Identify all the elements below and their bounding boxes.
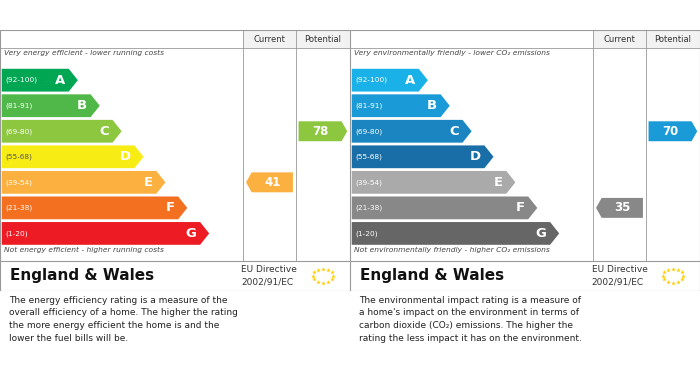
Polygon shape	[351, 171, 515, 194]
Text: F: F	[166, 201, 175, 214]
Polygon shape	[648, 121, 697, 141]
Text: (55-68): (55-68)	[355, 154, 382, 160]
Text: (39-54): (39-54)	[355, 179, 382, 186]
Text: C: C	[99, 125, 109, 138]
Text: (81-91): (81-91)	[355, 102, 383, 109]
Bar	[244, 30, 350, 48]
Polygon shape	[351, 120, 472, 143]
Text: England & Wales: England & Wales	[360, 268, 505, 283]
Polygon shape	[351, 197, 538, 219]
Text: 78: 78	[313, 125, 329, 138]
Polygon shape	[1, 94, 99, 117]
Polygon shape	[351, 145, 493, 168]
Text: Very energy efficient - lower running costs: Very energy efficient - lower running co…	[4, 50, 164, 56]
Text: (39-54): (39-54)	[6, 179, 32, 186]
Text: Current: Current	[603, 35, 636, 44]
Text: Not environmentally friendly - higher CO₂ emissions: Not environmentally friendly - higher CO…	[354, 248, 550, 253]
Text: (1-20): (1-20)	[355, 230, 378, 237]
Text: D: D	[470, 150, 481, 163]
Text: G: G	[536, 227, 547, 240]
Text: B: B	[77, 99, 87, 112]
Polygon shape	[1, 222, 209, 245]
Text: (92-100): (92-100)	[6, 77, 37, 83]
Polygon shape	[351, 94, 449, 117]
Text: Environmental Impact (CO₂) Rating: Environmental Impact (CO₂) Rating	[358, 9, 605, 22]
Text: C: C	[449, 125, 459, 138]
Polygon shape	[1, 171, 165, 194]
Text: (92-100): (92-100)	[355, 77, 387, 83]
Polygon shape	[596, 198, 643, 218]
Text: A: A	[405, 74, 415, 87]
Text: (69-80): (69-80)	[355, 128, 382, 135]
Text: (21-38): (21-38)	[6, 204, 32, 211]
Text: England & Wales: England & Wales	[10, 268, 155, 283]
Text: D: D	[120, 150, 131, 163]
Text: EU Directive
2002/91/EC: EU Directive 2002/91/EC	[241, 265, 298, 287]
Polygon shape	[1, 120, 122, 143]
Text: 35: 35	[614, 201, 631, 214]
Text: Not energy efficient - higher running costs: Not energy efficient - higher running co…	[4, 248, 164, 253]
Bar	[594, 30, 700, 48]
Text: E: E	[144, 176, 153, 189]
Text: 41: 41	[264, 176, 281, 189]
Text: (81-91): (81-91)	[6, 102, 33, 109]
Text: (1-20): (1-20)	[6, 230, 28, 237]
Polygon shape	[351, 222, 559, 245]
Text: Potential: Potential	[304, 35, 342, 44]
Polygon shape	[1, 69, 78, 91]
Text: E: E	[494, 176, 503, 189]
Polygon shape	[298, 121, 347, 141]
Text: F: F	[516, 201, 525, 214]
Text: Very environmentally friendly - lower CO₂ emissions: Very environmentally friendly - lower CO…	[354, 50, 550, 56]
Text: A: A	[55, 74, 65, 87]
Text: The energy efficiency rating is a measure of the
overall efficiency of a home. T: The energy efficiency rating is a measur…	[8, 296, 237, 343]
Polygon shape	[1, 197, 188, 219]
Text: 70: 70	[663, 125, 679, 138]
Text: (21-38): (21-38)	[355, 204, 382, 211]
Text: (55-68): (55-68)	[6, 154, 32, 160]
Text: The environmental impact rating is a measure of
a home's impact on the environme: The environmental impact rating is a mea…	[358, 296, 582, 343]
Text: Current: Current	[253, 35, 286, 44]
Text: G: G	[186, 227, 197, 240]
Text: Energy Efficiency Rating: Energy Efficiency Rating	[8, 9, 181, 22]
Text: EU Directive
2002/91/EC: EU Directive 2002/91/EC	[592, 265, 648, 287]
Polygon shape	[351, 69, 428, 91]
Text: B: B	[427, 99, 437, 112]
Text: (69-80): (69-80)	[6, 128, 32, 135]
Text: Potential: Potential	[654, 35, 692, 44]
Polygon shape	[1, 145, 144, 168]
Polygon shape	[246, 172, 293, 192]
